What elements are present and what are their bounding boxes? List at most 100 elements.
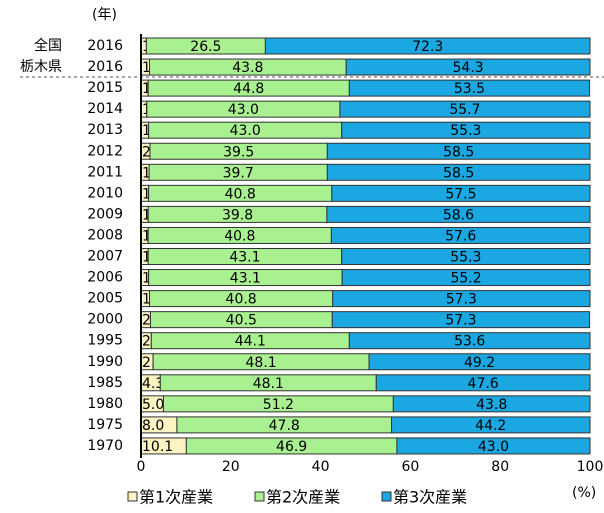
x-tick-label: 0 — [137, 459, 146, 475]
data-label: 43.1 — [229, 250, 260, 266]
bar-segment — [326, 163, 591, 181]
data-label: 58.6 — [443, 207, 474, 223]
legend-label: 第2次産業 — [266, 488, 340, 507]
data-label: 57.3 — [446, 292, 477, 308]
data-label: 43.1 — [230, 271, 261, 287]
data-label: 39.5 — [223, 144, 254, 160]
data-label: 47.8 — [269, 418, 300, 434]
y-tick-label: 2015 — [87, 80, 123, 96]
data-label: 43.8 — [232, 60, 263, 76]
y-tick-label: 2005 — [87, 291, 123, 307]
legend-label: 第3次産業 — [393, 488, 467, 507]
data-label: 43.8 — [476, 397, 507, 413]
data-label: 57.3 — [445, 313, 476, 329]
data-label: 43.0 — [478, 439, 509, 455]
bar-segment — [330, 226, 591, 244]
y-tick-label: 2012 — [87, 143, 123, 159]
legend-marker — [127, 491, 138, 502]
data-label: 39.7 — [223, 165, 254, 181]
legend-label: 第1次産業 — [139, 488, 213, 507]
y-tick-label: 2007 — [87, 249, 123, 265]
data-label: 44.1 — [235, 334, 266, 350]
bar-segment — [331, 311, 591, 329]
data-label: 55.3 — [450, 123, 481, 139]
data-label: 48.1 — [253, 376, 284, 392]
data-label: 58.5 — [443, 165, 474, 181]
x-tick-label: 20 — [222, 459, 240, 475]
data-label: 51.2 — [263, 397, 294, 413]
bar-segment — [391, 416, 591, 434]
bar-segment — [345, 58, 591, 76]
bar-segment — [341, 121, 591, 139]
bar-segment — [396, 437, 591, 455]
data-label: 53.5 — [454, 81, 485, 97]
data-label: 55.2 — [450, 271, 481, 287]
x-tick-label: 40 — [312, 459, 330, 475]
data-label: 40.8 — [224, 228, 255, 244]
y-tick-label: 2014 — [87, 101, 123, 117]
bar-segment — [331, 184, 591, 202]
y-tick-label: 1980 — [87, 396, 123, 412]
data-label: 54.3 — [453, 60, 484, 76]
x-tick-label: 100 — [577, 459, 604, 475]
y-tick-label: 2016 — [87, 38, 123, 54]
x-axis-label: (%) — [572, 485, 596, 501]
x-tick-label: 60 — [401, 459, 419, 475]
data-label: 44.8 — [233, 81, 264, 97]
data-label: 58.5 — [443, 144, 474, 160]
legend-marker — [254, 491, 265, 502]
y-tick-label: 2010 — [87, 185, 123, 201]
data-label: 57.6 — [445, 228, 476, 244]
y-tick-label: 1975 — [87, 417, 123, 433]
bar-segment — [332, 290, 591, 308]
legend-marker — [381, 491, 392, 502]
data-label: 4.3 — [142, 376, 164, 392]
data-label: 40.8 — [226, 292, 257, 308]
bar-segment — [348, 79, 591, 97]
data-label: 43.0 — [228, 102, 259, 118]
data-label: 44.2 — [475, 418, 506, 434]
bar-segment — [264, 37, 591, 55]
data-label: 40.8 — [225, 186, 256, 202]
data-label: 40.5 — [226, 313, 257, 329]
data-label: 53.6 — [454, 334, 485, 350]
data-label: 55.7 — [449, 102, 480, 118]
data-label: 8.0 — [142, 418, 164, 434]
bar-segment — [326, 205, 591, 223]
y-tick-label: 1995 — [87, 333, 123, 349]
data-label: 49.2 — [464, 355, 495, 371]
y-tick-label: 1990 — [87, 354, 123, 370]
y-tick-label: 2013 — [87, 122, 123, 138]
data-label: 43.0 — [230, 123, 261, 139]
data-label: 47.6 — [468, 376, 499, 392]
x-tick-label: 80 — [491, 459, 509, 475]
bar-segment — [348, 332, 591, 350]
data-label: 46.9 — [276, 439, 307, 455]
row-group-label: 栃木県 — [20, 59, 62, 75]
data-label: 26.5 — [190, 39, 221, 55]
bar-segment — [375, 374, 591, 392]
y-tick-label: 2009 — [87, 206, 123, 222]
y-tick-label: 2016 — [87, 59, 123, 75]
y-tick-label: 2008 — [87, 227, 123, 243]
data-label: 55.3 — [450, 250, 481, 266]
data-label: 72.3 — [412, 39, 443, 55]
bar-segment — [339, 100, 591, 118]
bar-segment — [368, 353, 591, 371]
bar-segment — [392, 395, 591, 413]
data-label: 10.1 — [142, 439, 173, 455]
row-group-label: 全国 — [34, 37, 62, 54]
data-label: 39.8 — [222, 207, 253, 223]
y-tick-label: 2000 — [87, 312, 123, 328]
y-tick-label: 2011 — [87, 164, 123, 180]
data-label: 5.0 — [142, 397, 164, 413]
bar-segment — [341, 248, 591, 265]
y-tick-label: 1985 — [87, 375, 123, 391]
data-label: 57.5 — [445, 186, 476, 202]
bar-segment — [326, 142, 591, 160]
data-label: 48.1 — [246, 355, 277, 371]
bar-segment — [341, 269, 591, 287]
y-tick-label: 1970 — [87, 438, 123, 454]
y-axis-label: (年) — [92, 7, 117, 23]
